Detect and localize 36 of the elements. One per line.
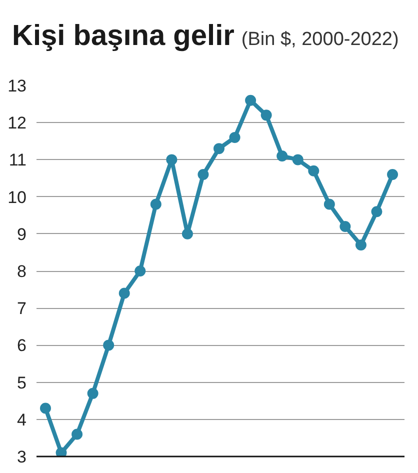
point — [260, 110, 272, 121]
point — [387, 169, 398, 180]
y-tick-label: 4 — [17, 410, 27, 430]
point — [276, 150, 288, 162]
point — [134, 266, 146, 276]
point — [308, 165, 320, 176]
y-tick-label: 9 — [17, 224, 27, 244]
point — [182, 228, 193, 240]
y-tick-label: 5 — [17, 373, 27, 392]
point — [72, 428, 83, 440]
point — [340, 220, 351, 232]
point — [56, 447, 67, 456]
chart-subtitle: (Bin $, 2000-2022) — [241, 29, 399, 50]
chart-title: Kişi başına gelir — [12, 20, 234, 52]
y-tick-label: 13 — [8, 76, 27, 96]
point — [229, 132, 240, 143]
point — [355, 240, 366, 251]
point — [150, 198, 162, 210]
y-tick-label: 3 — [17, 448, 27, 466]
point — [87, 388, 98, 399]
point — [166, 154, 178, 166]
point — [292, 154, 304, 166]
point — [371, 206, 382, 218]
y-tick-label: 8 — [17, 262, 27, 281]
point — [214, 143, 224, 154]
y-tick-label: 10 — [8, 188, 27, 207]
y-tick-label: 12 — [8, 114, 27, 133]
point — [40, 402, 51, 414]
point — [198, 169, 209, 180]
y-tick-label: 7 — [17, 299, 27, 318]
point — [103, 340, 114, 351]
y-tick-label: 6 — [17, 336, 27, 356]
y-tick-label: 11 — [8, 150, 27, 170]
point — [324, 198, 335, 210]
point — [245, 94, 256, 106]
point — [118, 288, 130, 299]
